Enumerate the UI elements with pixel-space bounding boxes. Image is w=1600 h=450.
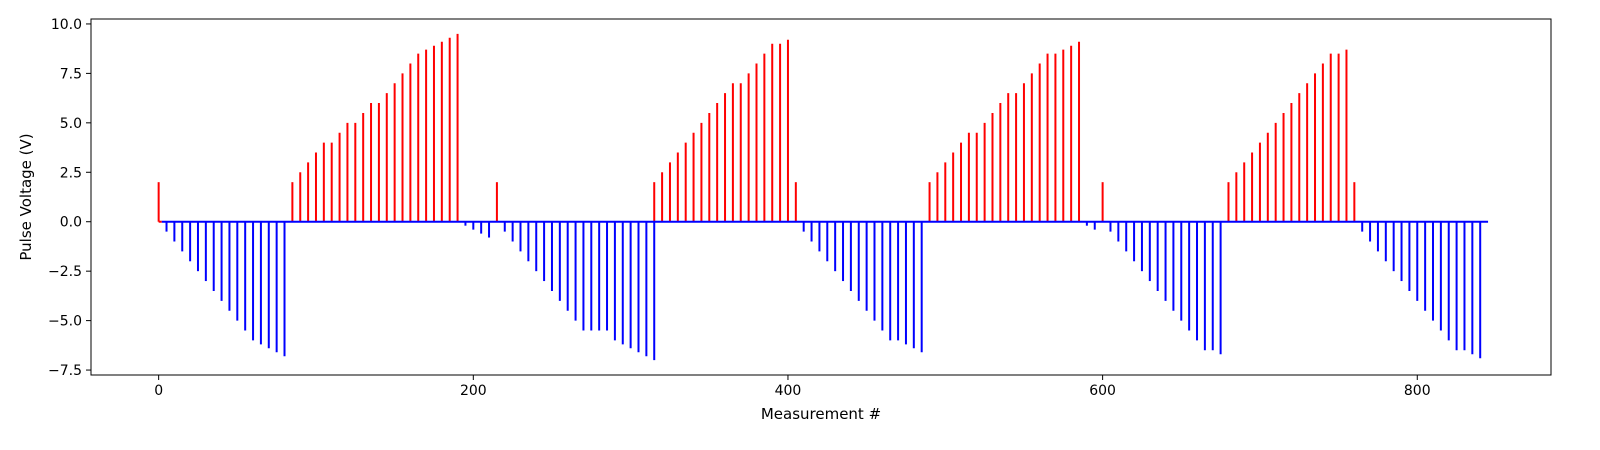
x-tick-label-4: 800 <box>1404 383 1431 399</box>
x-tick-label-3: 600 <box>1089 383 1116 399</box>
x-tick-label-2: 400 <box>775 383 802 399</box>
x-axis-ticks: 0 200 400 600 800 <box>154 375 1431 399</box>
bars-layer <box>157 33 1482 361</box>
y-tick-label-1: −5.0 <box>48 314 82 330</box>
y-axis-ticks: −7.5 −5.0 −2.5 0.0 2.5 5.0 7.5 10.0 <box>48 17 91 379</box>
y-tick-label-0: −7.5 <box>48 363 82 379</box>
y-tick-label-5: 5.0 <box>60 116 82 132</box>
x-axis-label: Measurement # <box>761 405 881 423</box>
y-tick-label-3: 0.0 <box>60 215 82 231</box>
y-tick-label-6: 7.5 <box>60 66 82 82</box>
x-tick-label-1: 200 <box>460 383 487 399</box>
y-axis-label: Pulse Voltage (V) <box>17 133 35 260</box>
x-tick-label-0: 0 <box>154 383 163 399</box>
y-tick-label-7: 10.0 <box>51 17 82 33</box>
y-tick-label-4: 2.5 <box>60 165 82 181</box>
y-tick-label-2: −2.5 <box>48 264 82 280</box>
plot-frame <box>90 18 1552 376</box>
